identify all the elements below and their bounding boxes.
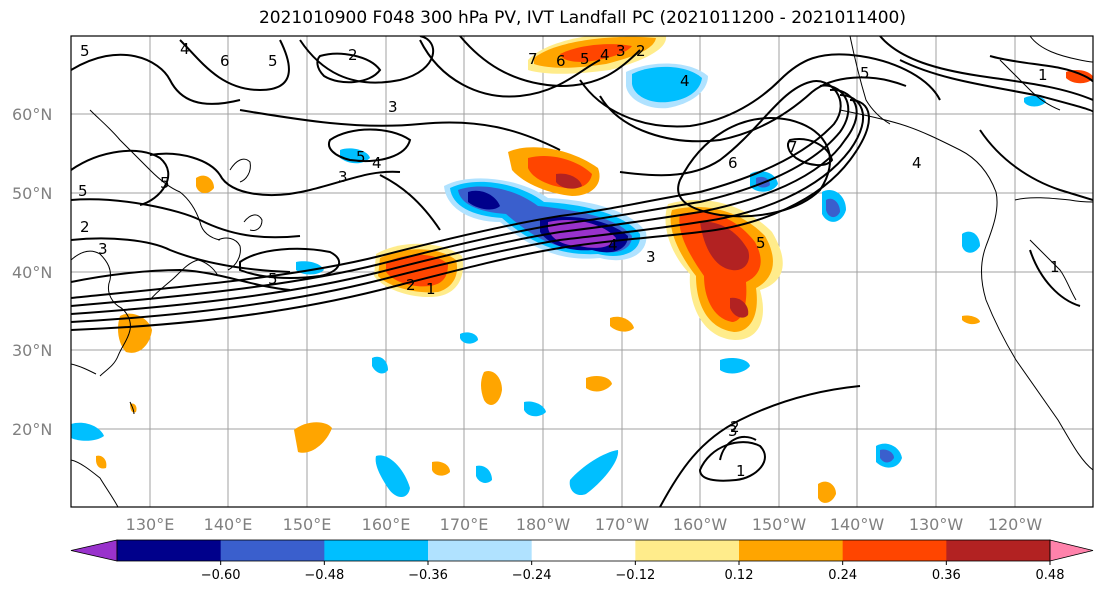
contour-label: 5 bbox=[268, 52, 278, 70]
map-content: 5 4 6 5 2 7 6 5 4 3 2 3 4 5 1 3 5 4 3 2 … bbox=[71, 36, 1093, 507]
contour-label: 7 bbox=[528, 50, 538, 68]
contour-label: 4 bbox=[912, 154, 922, 172]
lon-label: 150°E bbox=[283, 515, 332, 534]
contour-label: 1 bbox=[736, 462, 746, 480]
colorbar-cell bbox=[428, 540, 533, 561]
contour-label: 3 bbox=[646, 248, 656, 266]
colorbar-extend-low bbox=[70, 539, 118, 562]
colorbar-ticks: −0.60 −0.48 −0.36 −0.24 −0.12 0.12 0.24 0.36 0.4… bbox=[201, 561, 1065, 583]
lat-label: 40°N bbox=[12, 263, 52, 282]
contour-label: 1 bbox=[426, 280, 436, 298]
colorbar-tick-label: 0.12 bbox=[725, 568, 754, 583]
pv-contours bbox=[71, 36, 1093, 507]
contour-label: 4 bbox=[600, 46, 610, 64]
lon-label: 140°E bbox=[204, 515, 253, 534]
lon-label: 150°W bbox=[752, 515, 807, 534]
colorbar-cells bbox=[70, 539, 1094, 562]
colorbar-tick-label: 0.36 bbox=[932, 568, 961, 583]
contour-label: 5 bbox=[580, 50, 590, 68]
colorbar-tick-label: −0.24 bbox=[512, 568, 552, 583]
contour-label: 4 bbox=[180, 40, 190, 58]
lon-label: 180°W bbox=[516, 515, 571, 534]
colorbar-extend-high bbox=[1049, 539, 1094, 562]
contour-label: 6 bbox=[728, 154, 738, 172]
colorbar-cell bbox=[324, 540, 429, 561]
coastlines bbox=[71, 36, 1093, 507]
contour-label: 5 bbox=[80, 42, 90, 60]
contour-label: 2 bbox=[406, 276, 416, 294]
lat-label: 60°N bbox=[12, 105, 52, 124]
colorbar-cell bbox=[739, 540, 844, 561]
contour-label: 4 bbox=[608, 236, 618, 254]
contour-label: 5 bbox=[860, 64, 870, 82]
lon-label: 160°W bbox=[673, 515, 728, 534]
colorbar-cell bbox=[946, 540, 1051, 561]
colorbar-outline bbox=[116, 539, 1051, 562]
lon-label: 130°E bbox=[126, 515, 175, 534]
contour-label: 5 bbox=[160, 174, 170, 192]
contour-label: 1 bbox=[1050, 258, 1060, 276]
contour-label: 5 bbox=[356, 148, 366, 166]
contour-label: 6 bbox=[220, 52, 230, 70]
contour-label: 2 bbox=[636, 42, 646, 60]
colorbar-tick-label: −0.60 bbox=[201, 568, 241, 583]
contour-label: 7 bbox=[788, 138, 798, 156]
lat-label: 20°N bbox=[12, 420, 52, 439]
contour-label: 6 bbox=[556, 52, 566, 70]
lon-label: 120°W bbox=[988, 515, 1043, 534]
contour-label: 2 bbox=[80, 218, 90, 236]
map-frame bbox=[70, 35, 1094, 508]
contour-label: 3 bbox=[338, 168, 348, 186]
lon-label: 140°W bbox=[830, 515, 885, 534]
colorbar-cell bbox=[635, 540, 740, 561]
colorbar-cell bbox=[117, 540, 222, 561]
contour-label: 4 bbox=[680, 72, 690, 90]
colorbar: −0.60 −0.48 −0.36 −0.24 −0.12 0.12 0.24 0.36 0.4… bbox=[70, 539, 1094, 583]
contour-label: 2 bbox=[730, 418, 740, 436]
contour-label: 1 bbox=[1038, 66, 1048, 84]
lat-label: 50°N bbox=[12, 184, 52, 203]
contour-label: 3 bbox=[728, 422, 738, 440]
contour-label: 3 bbox=[616, 42, 626, 60]
colorbar-tick-label: −0.12 bbox=[615, 568, 655, 583]
lon-label: 130°W bbox=[909, 515, 964, 534]
colorbar-cell bbox=[842, 540, 947, 561]
longitude-labels: 130°E 140°E 150°E 160°E 170°E 180°W 170°… bbox=[126, 515, 1043, 534]
contour-label: 4 bbox=[372, 154, 382, 172]
contour-label: 2 bbox=[348, 46, 358, 64]
lon-label: 170°E bbox=[440, 515, 489, 534]
colorbar-tick-label: −0.48 bbox=[304, 568, 344, 583]
lat-label: 30°N bbox=[12, 341, 52, 360]
latitude-labels: 60°N 50°N 40°N 30°N 20°N bbox=[12, 105, 52, 439]
lon-label: 160°E bbox=[362, 515, 411, 534]
contour-label: 3 bbox=[98, 240, 108, 258]
colorbar-tick-label: 0.24 bbox=[828, 568, 857, 583]
lon-label: 170°W bbox=[595, 515, 650, 534]
contour-label: 3 bbox=[388, 98, 398, 116]
contour-label: 5 bbox=[756, 234, 766, 252]
contour-label: 5 bbox=[268, 270, 278, 288]
colorbar-tick-label: −0.36 bbox=[408, 568, 448, 583]
contour-label: 5 bbox=[78, 182, 88, 200]
colorbar-tick-label: 0.48 bbox=[1036, 568, 1065, 583]
contour-labels: 5 4 6 5 2 7 6 5 4 3 2 3 4 5 1 3 5 4 3 2 … bbox=[78, 40, 1060, 480]
colorbar-cell bbox=[220, 540, 325, 561]
map-title: 2021010900 F048 300 hPa PV, IVT Landfall… bbox=[258, 8, 906, 28]
colorbar-cell bbox=[531, 540, 636, 561]
